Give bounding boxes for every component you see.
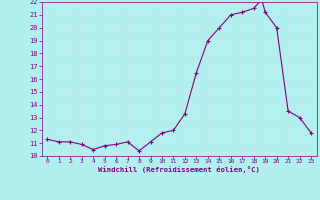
X-axis label: Windchill (Refroidissement éolien,°C): Windchill (Refroidissement éolien,°C) [98, 166, 260, 173]
